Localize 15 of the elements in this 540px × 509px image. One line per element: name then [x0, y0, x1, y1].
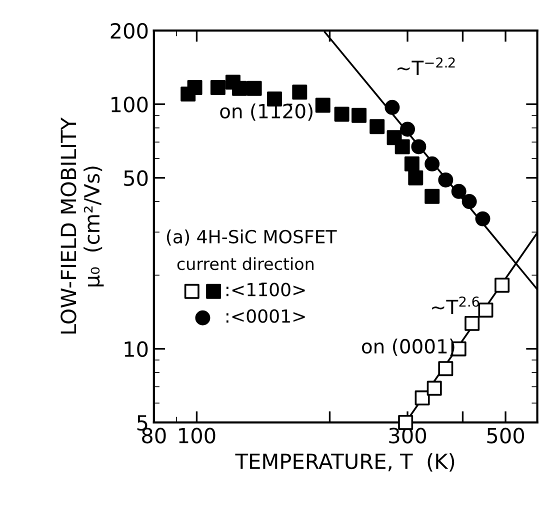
- y-tick-label: 200: [110, 22, 148, 39]
- x-tick-label: 500: [487, 428, 524, 444]
- y-tick-label: 50: [124, 170, 148, 186]
- legend-label: :<11̄00>: [226, 282, 305, 296]
- legend-label: :<0001>: [226, 309, 305, 323]
- y-axis-title: LOW-FIELD MOBILITY μ₀ (cm²/Vs): [60, 117, 104, 334]
- y-tick-label: 100: [112, 96, 148, 112]
- annotation: ~T$^{2.6}$: [432, 296, 480, 314]
- annotation: on (112̄0): [220, 103, 312, 121]
- annotation: ~T$^{−2.2}$: [398, 57, 455, 75]
- x-axis-title: TEMPERATURE, T (K): [235, 453, 454, 472]
- annotation: (a) 4H-SiC MOSFET: [166, 230, 337, 246]
- y-tick-label: 10: [124, 341, 148, 358]
- legend-title: current direction: [177, 257, 314, 270]
- x-tick-label: 100: [179, 428, 216, 444]
